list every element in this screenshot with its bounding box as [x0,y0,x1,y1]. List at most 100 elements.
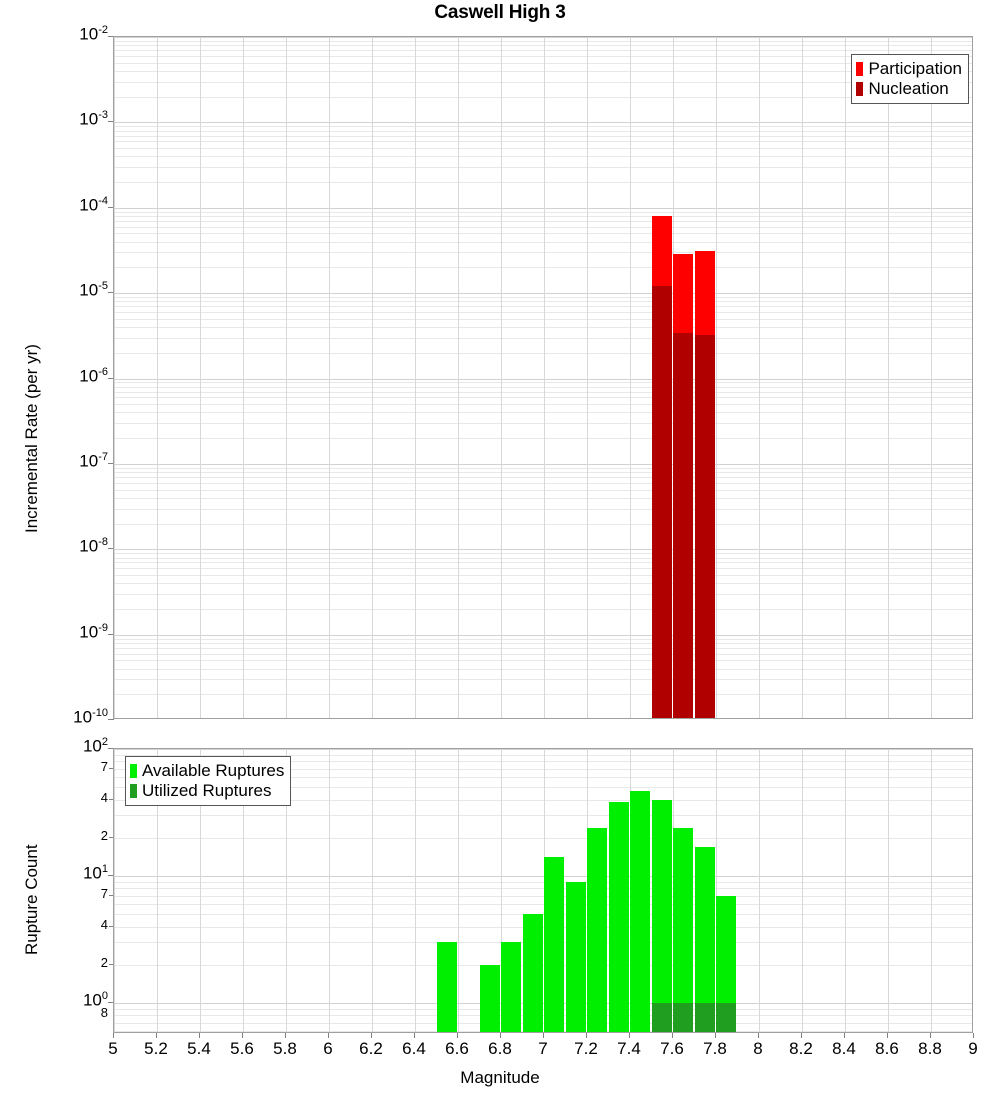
x-tick: 8.8 [918,1039,942,1058]
available-ruptures-bar [716,895,737,1032]
gridline-h [114,553,972,554]
top-y-tickmark [108,377,114,379]
gridline-h [114,594,972,595]
x-tickmark [887,1033,888,1038]
nucleation-bar [651,286,672,718]
bottom-y-minor-tick: 7 [100,885,108,901]
x-tick: 7.4 [617,1039,641,1058]
gridline-h [114,41,972,42]
gridline-h [114,509,972,510]
gridline-h [114,787,972,788]
gridline-h [114,660,972,661]
gridline-h [114,379,972,380]
gridline-h [114,888,972,889]
available-ruptures-bar [522,914,543,1032]
gridline-v [888,749,889,1032]
top-y-tickmark [108,206,114,208]
gridline-v [501,749,502,1032]
gridline-h [114,267,972,268]
gridline-h [114,82,972,83]
gridline-h [114,327,972,328]
gridline-v [286,37,287,718]
gridline-h [114,749,972,750]
gridline-h [114,319,972,320]
gridline-h [114,423,972,424]
top-y-tick: 10-9 [79,621,108,642]
gridline-v [114,749,115,1032]
gridline-h [114,669,972,670]
bottom-y-minor-tickmark [109,894,113,896]
bottom-y-minor-tick: 2 [100,954,108,970]
gridline-h [114,800,972,801]
x-tickmark [199,1033,200,1038]
gridline-h [114,71,972,72]
gridline-h [114,412,972,413]
x-tick: 7.2 [574,1039,598,1058]
gridline-v [372,749,373,1032]
gridline-h [114,122,972,123]
top-y-tick: 10-3 [79,109,108,130]
top-y-tickmark [108,633,114,635]
gridline-v [329,37,330,718]
gridline-h [114,761,972,762]
utilized-ruptures-bar [694,1003,715,1032]
gridline-h [114,1031,972,1032]
bottom-y-minor-tickmark [109,925,113,927]
gridline-h [114,141,972,142]
available-ruptures-bar [651,799,672,1032]
gridline-v [845,749,846,1032]
nucleation-bar [673,333,693,718]
x-tick: 7.8 [703,1039,727,1058]
gridline-v [716,749,717,1032]
top-y-tickmark [108,292,114,294]
bottom-y-minor-tickmark [109,767,113,769]
incremental-rate-plot [113,36,973,719]
top-legend: Participation Nucleation [851,54,969,105]
gridline-v [243,37,244,718]
gridline-h [114,679,972,680]
gridline-h [114,392,972,393]
bottom-y-minor-tickmark [109,836,113,838]
gridline-h [114,477,972,478]
top-y-tick: 10-2 [79,24,108,44]
gridline-h [114,568,972,569]
x-tick: 5.4 [187,1039,211,1058]
gridline-h [114,483,972,484]
gridline-h [114,464,972,465]
gridline-h [114,468,972,469]
gridline-h [114,233,972,234]
x-tick: 6 [323,1039,333,1058]
gridline-h [114,558,972,559]
bottom-y-minor-tick: 4 [100,789,108,805]
gridline-h [114,490,972,491]
available-ruptures-bar [673,827,694,1032]
x-axis-label: Magnitude [460,1068,540,1087]
gridline-v [157,37,158,718]
legend-swatch-icon [130,764,137,779]
gridline-h [114,927,972,928]
x-tick: 5.6 [230,1039,254,1058]
x-tick: 9 [968,1039,978,1058]
gridline-v [243,749,244,1032]
gridline-h [114,252,972,253]
bottom-y-tickmark [108,875,114,876]
top-y-tick: 10-6 [79,365,108,386]
gridline-h [114,755,972,756]
bottom-y-tick: 100 [82,990,108,1010]
bottom-y-tick: 102 [82,736,108,756]
top-y-tick: 10-4 [79,194,108,215]
available-ruptures-bar [544,857,565,1032]
top-y-tick: 10-7 [79,450,108,471]
gridline-v [931,749,932,1032]
available-ruptures-bar [694,846,715,1032]
gridline-h [114,914,972,915]
available-ruptures-bar [630,790,651,1032]
available-ruptures-bar [587,827,608,1032]
legend-swatch-icon [856,82,864,97]
x-tickmark [973,1033,974,1038]
gridline-h [114,876,972,877]
gridline-h [114,648,972,649]
top-y-tick: 10-10 [73,707,108,727]
gridline-h [114,56,972,57]
